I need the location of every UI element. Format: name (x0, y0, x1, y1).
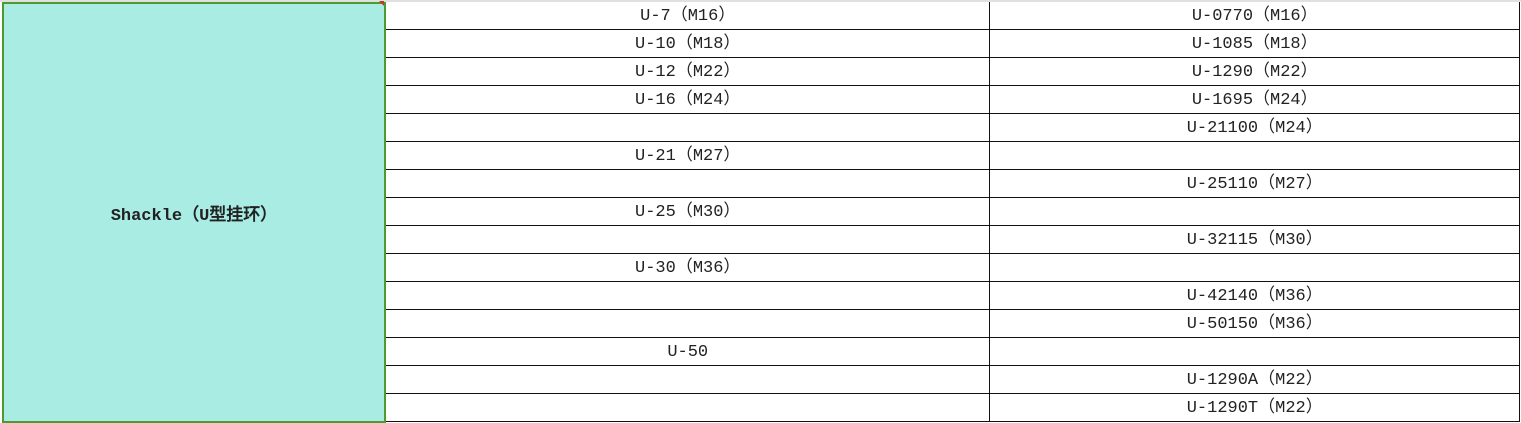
table-row: U-50 (386, 338, 1520, 366)
top-gridline (0, 0, 1521, 2)
model-cell[interactable] (386, 366, 991, 393)
table-row: U-50150（M36） (386, 310, 1520, 338)
alt-model-cell[interactable] (990, 254, 1520, 281)
comment-indicator-icon (379, 1, 384, 6)
model-cell[interactable] (386, 114, 991, 141)
model-cell[interactable]: U-25（M30） (386, 198, 991, 225)
alt-model-cell[interactable]: U-25110（M27） (990, 170, 1520, 197)
table-row: U-10（M18） U-1085（M18） (386, 30, 1520, 58)
alt-model-cell[interactable] (990, 142, 1520, 169)
model-cell[interactable]: U-10（M18） (386, 30, 991, 57)
model-cell[interactable]: U-30（M36） (386, 254, 991, 281)
table-row: U-7（M16） U-0770（M16） (386, 2, 1520, 30)
alt-model-cell[interactable]: U-1695（M24） (990, 86, 1520, 113)
alt-model-cell[interactable]: U-1290T（M22） (990, 394, 1520, 421)
table-row: U-21100（M24） (386, 114, 1520, 142)
model-table: U-7（M16） U-0770（M16） U-10（M18） U-1085（M18） U… (386, 2, 1520, 422)
table-row: U-16（M24） U-1695（M24） (386, 86, 1520, 114)
model-cell[interactable]: U-50 (386, 338, 991, 365)
alt-model-cell[interactable]: U-1085（M18） (990, 30, 1520, 57)
category-cell[interactable]: Shackle（U型挂环） (2, 2, 386, 423)
model-cell[interactable]: U-12（M22） (386, 58, 991, 85)
alt-model-cell[interactable]: U-50150（M36） (990, 310, 1520, 337)
model-cell[interactable] (386, 282, 991, 309)
model-cell[interactable] (386, 170, 991, 197)
alt-model-cell[interactable] (990, 338, 1520, 365)
table-row: U-21（M27） (386, 142, 1520, 170)
table-row: U-25（M30） (386, 198, 1520, 226)
model-cell[interactable] (386, 394, 991, 421)
alt-model-cell[interactable] (990, 198, 1520, 225)
alt-model-cell[interactable]: U-42140（M36） (990, 282, 1520, 309)
alt-model-cell[interactable]: U-1290（M22） (990, 58, 1520, 85)
table-row: U-1290A（M22） (386, 366, 1520, 394)
model-cell[interactable] (386, 226, 991, 253)
alt-model-cell[interactable]: U-1290A（M22） (990, 366, 1520, 393)
table-row: U-30（M36） (386, 254, 1520, 282)
table-row: U-1290T（M22） (386, 394, 1520, 422)
table-row: U-12（M22） U-1290（M22） (386, 58, 1520, 86)
alt-model-cell[interactable]: U-0770（M16） (990, 2, 1520, 29)
category-label: Shackle（U型挂环） (110, 206, 278, 226)
alt-model-cell[interactable]: U-32115（M30） (990, 226, 1520, 253)
table-row: U-32115（M30） (386, 226, 1520, 254)
table-row: U-42140（M36） (386, 282, 1520, 310)
model-cell[interactable] (386, 310, 991, 337)
table-row: U-25110（M27） (386, 170, 1520, 198)
model-cell[interactable]: U-7（M16） (386, 2, 991, 29)
model-cell[interactable]: U-21（M27） (386, 142, 991, 169)
alt-model-cell[interactable]: U-21100（M24） (990, 114, 1520, 141)
model-cell[interactable]: U-16（M24） (386, 86, 991, 113)
